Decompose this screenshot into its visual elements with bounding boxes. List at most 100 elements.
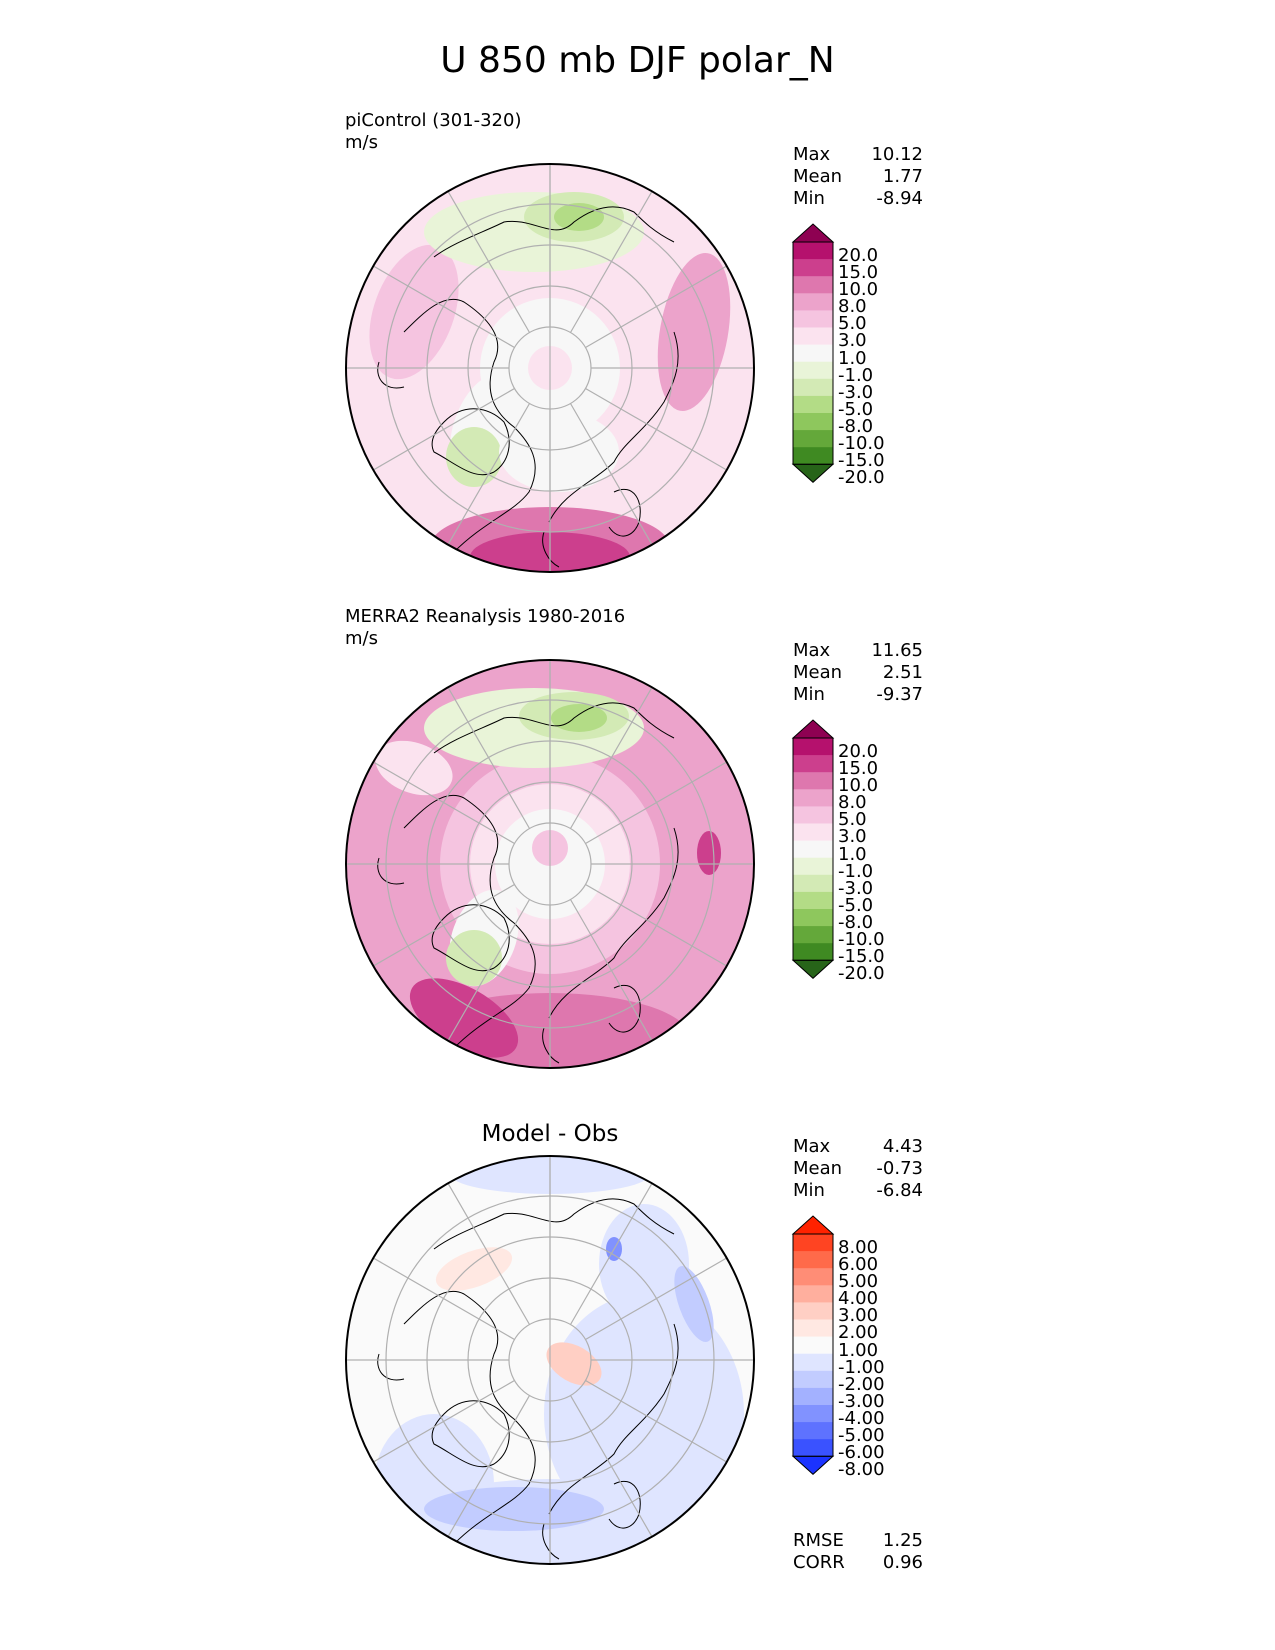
colorbar-tick-label: -20.0 bbox=[838, 963, 885, 985]
panel3-title: Model - Obs bbox=[481, 1121, 619, 1147]
meridian-line bbox=[372, 1379, 515, 1464]
panel3-max: 4.43 bbox=[882, 1136, 923, 1157]
colorbar-segment bbox=[793, 1336, 833, 1355]
coastline bbox=[548, 1323, 679, 1515]
colorbar-segment bbox=[793, 310, 833, 328]
colorbar-segment bbox=[793, 344, 833, 363]
coastline bbox=[433, 1198, 675, 1250]
meridian-line bbox=[569, 1182, 654, 1325]
panel2-units: m/s bbox=[345, 628, 378, 649]
meridian-line bbox=[372, 883, 515, 968]
panel2-header: MERRA2 Reanalysis 1980-2016 m/s bbox=[345, 606, 625, 650]
panel3-colorbar-ticks: 8.00 6.00 5.00 4.00 3.00 2.00 1.00 -1.00 -2.00 -3… bbox=[838, 1238, 885, 1481]
panel1-max: 10.12 bbox=[871, 144, 923, 165]
meridian-line bbox=[446, 1395, 531, 1538]
panel3-min-label: Min bbox=[793, 1180, 825, 1201]
map-boundary bbox=[345, 163, 755, 573]
colorbar-frame bbox=[792, 241, 834, 465]
colorbar-tick-label: 4.00 bbox=[838, 1288, 879, 1310]
contour-region bbox=[674, 1266, 714, 1342]
colorbar-segment bbox=[793, 755, 833, 773]
colorbar-extend-top bbox=[791, 1215, 835, 1235]
colorbar-tick-label: 1.00 bbox=[838, 1339, 879, 1361]
panel2-max: 11.65 bbox=[871, 640, 923, 661]
colorbar-tick-label: -1.0 bbox=[838, 364, 874, 386]
meridian-line bbox=[372, 264, 515, 349]
panel3-max-label: Max bbox=[793, 1136, 831, 1157]
colorbar-segment bbox=[793, 909, 833, 927]
colorbar-segment bbox=[793, 943, 833, 961]
panel1-mean-label: Mean bbox=[793, 166, 843, 187]
colorbar-tick-label: 15.0 bbox=[838, 262, 879, 284]
panel2-mean-label: Mean bbox=[793, 662, 843, 683]
colorbar-tick-label: -5.0 bbox=[838, 894, 874, 916]
colorbar-frame bbox=[792, 1233, 834, 1457]
meridian-line bbox=[569, 190, 654, 333]
coastline bbox=[542, 531, 560, 568]
coastline bbox=[542, 1027, 560, 1064]
colorbar-segment bbox=[793, 1268, 833, 1286]
colorbar-tick-label: 3.0 bbox=[838, 330, 867, 352]
colorbar-tick-label: -1.0 bbox=[838, 860, 874, 882]
colorbar-segment bbox=[793, 1285, 833, 1303]
coastline bbox=[542, 1523, 560, 1560]
panel2-colorbar-ticks: 20.0 15.0 10.0 8.0 5.0 3.0 1.0 -1.0 -3.0 -5.0 -8.0… bbox=[838, 742, 885, 985]
colorbar-tick-label: -3.0 bbox=[838, 877, 874, 899]
panel1-header: piControl (301-320) m/s bbox=[345, 110, 521, 154]
colorbar-segment bbox=[793, 806, 833, 824]
colorbar-tick-label: -4.00 bbox=[838, 1407, 885, 1429]
colorbar-segment bbox=[793, 430, 833, 448]
colorbar-segment bbox=[793, 1422, 833, 1440]
colorbar-tick-label: 2.00 bbox=[838, 1322, 879, 1344]
colorbar-tick-label: 1.0 bbox=[838, 347, 867, 369]
colorbar-frame bbox=[792, 737, 834, 961]
meridian-line bbox=[585, 760, 728, 845]
colorbar-segment bbox=[793, 1251, 833, 1269]
panel3-metrics: RMSE 1.25 CORR 0.96 bbox=[793, 1530, 923, 1574]
panel3-mean: -0.73 bbox=[876, 1158, 923, 1179]
panel2-mean: 2.51 bbox=[882, 662, 923, 683]
colorbar-segment bbox=[793, 840, 833, 859]
colorbar-segment bbox=[793, 1387, 833, 1406]
panel3-colorbar bbox=[791, 1215, 835, 1475]
colorbar-segment bbox=[793, 1405, 833, 1423]
colorbar-tick-label: 10.0 bbox=[838, 279, 879, 301]
colorbar-tick-label: -10.0 bbox=[838, 433, 885, 455]
meridian-line bbox=[446, 403, 531, 546]
coastline bbox=[548, 331, 679, 523]
colorbar-tick-label: -6.00 bbox=[838, 1442, 885, 1464]
panel3-mean-label: Mean bbox=[793, 1158, 843, 1179]
colorbar-segment bbox=[793, 242, 833, 260]
panel1-label: piControl (301-320) bbox=[345, 110, 522, 131]
panel1-polar-map bbox=[345, 163, 755, 573]
meridian-line bbox=[446, 899, 531, 1042]
contour-region bbox=[369, 244, 459, 380]
colorbar-tick-label: 15.0 bbox=[838, 758, 879, 780]
contour-region bbox=[499, 412, 619, 492]
colorbar-tick-label: 20.0 bbox=[838, 245, 879, 266]
panel3-min: -6.84 bbox=[876, 1180, 923, 1201]
panel2-label: MERRA2 Reanalysis 1980-2016 bbox=[345, 606, 626, 627]
colorbar-extend-top bbox=[791, 223, 835, 243]
meridian-line bbox=[372, 760, 515, 845]
contour-region bbox=[424, 1487, 604, 1531]
coastline bbox=[377, 857, 405, 885]
colorbar-segment bbox=[793, 772, 833, 790]
meridian-line bbox=[585, 883, 728, 968]
coastline bbox=[431, 408, 510, 476]
colorbar-segment bbox=[793, 1319, 833, 1338]
colorbar-segment bbox=[793, 1302, 833, 1320]
panel1-min: -8.94 bbox=[876, 188, 923, 209]
contour-region bbox=[599, 1204, 689, 1324]
coastline bbox=[403, 794, 536, 1049]
colorbar-segment bbox=[793, 327, 833, 346]
panel1-colorbar bbox=[791, 223, 835, 483]
colorbar-tick-label: -3.0 bbox=[838, 381, 874, 403]
colorbar-tick-label: -5.00 bbox=[838, 1425, 885, 1447]
colorbar-tick-label: -1.00 bbox=[838, 1356, 885, 1378]
coastline bbox=[548, 827, 679, 1019]
colorbar-extend-top bbox=[791, 719, 835, 739]
colorbar-segment bbox=[793, 293, 833, 311]
colorbar-extend-bottom bbox=[791, 463, 835, 483]
colorbar-tick-label: -8.00 bbox=[838, 1459, 885, 1481]
